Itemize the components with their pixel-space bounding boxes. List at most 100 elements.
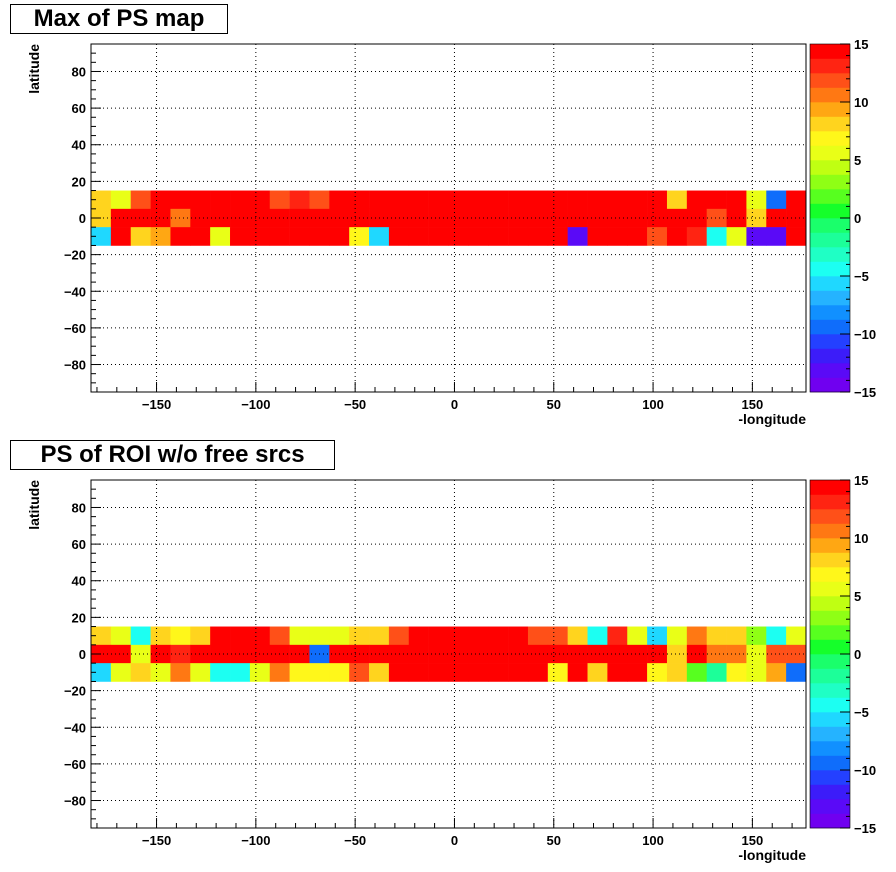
y-axis-title: latitude — [26, 44, 42, 94]
chart-panel-bottom: −150 −100 −50 0 50 100 150 −80 −60 −40 −20 0 20 40 60 8… — [0, 436, 896, 872]
colorbar-segment — [810, 189, 850, 204]
colorbar-segment — [810, 770, 850, 785]
heatmap-cell — [488, 663, 509, 682]
heatmap-cell — [706, 644, 727, 664]
heatmap-cell — [686, 626, 707, 646]
heatmap-cell — [766, 227, 787, 246]
heatmap-cell — [448, 644, 469, 664]
colorbar-segment — [810, 87, 850, 103]
heatmap-cell — [388, 227, 410, 246]
heatmap-cell — [468, 644, 489, 664]
heatmap-cell — [488, 190, 509, 210]
heatmap-cell — [686, 663, 707, 682]
heatmap-cell — [408, 227, 429, 246]
heatmap-cell — [130, 227, 151, 246]
heatmap-cell — [230, 644, 251, 664]
heatmap-cell — [190, 663, 211, 682]
colorbar-segment — [810, 363, 850, 378]
heatmap-cell — [666, 227, 688, 246]
heatmap-cell — [746, 208, 767, 228]
heatmap-cell — [190, 626, 211, 646]
heatmap-cell — [110, 227, 132, 246]
heatmap-cell — [249, 190, 271, 210]
heatmap-cell — [647, 190, 668, 210]
heatmap-cell — [607, 663, 628, 682]
y-tick-label: 0 — [79, 647, 86, 662]
colorbar-segment — [810, 523, 850, 539]
heatmap-cell — [508, 626, 529, 646]
heatmap-cell — [428, 644, 449, 664]
colorbar-segment — [810, 697, 850, 713]
heatmap-cell — [746, 190, 767, 210]
heatmap-cell — [349, 227, 370, 246]
colorbar-tick-label: −5 — [854, 269, 869, 284]
heatmap-cell — [587, 663, 608, 682]
heatmap-cell — [289, 227, 310, 246]
heatmap-cell — [428, 208, 449, 228]
heatmap-cell — [269, 190, 290, 210]
heatmap-cell — [369, 227, 390, 246]
heatmap-cell — [488, 626, 509, 646]
colorbar-tick-label: 15 — [854, 37, 868, 52]
x-tick-label: −150 — [142, 833, 171, 848]
heatmap-cell — [468, 190, 489, 210]
heatmap-cell — [388, 626, 410, 646]
heatmap-cell — [766, 190, 787, 210]
heatmap-cell — [587, 227, 608, 246]
colorbar-segment — [810, 58, 850, 74]
heatmap-cell — [349, 663, 370, 682]
heatmap-cell — [230, 626, 251, 646]
y-tick-label: −40 — [64, 720, 86, 735]
heatmap-cell — [567, 644, 588, 664]
colorbar-segment — [810, 567, 850, 582]
heatmap-cell — [329, 227, 350, 246]
colorbar-tick-label: −10 — [854, 763, 876, 778]
heatmap-cell — [488, 227, 509, 246]
y-tick-label: −60 — [64, 757, 86, 772]
heatmap-cell — [170, 644, 191, 664]
heatmap-cell — [210, 227, 231, 246]
heatmap-cell — [230, 190, 251, 210]
heatmap-cell — [686, 227, 707, 246]
x-tick-label: 150 — [742, 397, 764, 412]
heatmap-cell — [786, 208, 807, 228]
heatmap-cell — [746, 626, 767, 646]
heatmap-cell — [289, 663, 310, 682]
heatmap-cell — [110, 644, 132, 664]
heatmap-cell — [627, 190, 648, 210]
heatmap-cell — [766, 626, 787, 646]
x-tick-label: −150 — [142, 397, 171, 412]
heatmap-cell — [170, 190, 191, 210]
heatmap-cell — [627, 208, 648, 228]
heatmap-cell — [726, 190, 747, 210]
x-tick-label: −50 — [344, 397, 366, 412]
colorbar-segment — [810, 102, 850, 117]
heatmap-cell — [388, 644, 410, 664]
heatmap-cell — [587, 644, 608, 664]
heatmap-cell — [428, 190, 449, 210]
colorbar-segment — [810, 160, 850, 175]
heatmap-cell — [607, 208, 628, 228]
heatmap-cell — [508, 208, 529, 228]
heatmap-cell — [329, 190, 350, 210]
heatmap-cell — [686, 208, 707, 228]
heatmap-cell — [786, 644, 807, 664]
heatmap-cell — [249, 663, 271, 682]
colorbar-segment — [810, 610, 850, 626]
heatmap-cell — [110, 663, 132, 682]
heatmap-cell — [448, 227, 469, 246]
heatmap-cell — [746, 663, 767, 682]
heatmap-cell — [230, 227, 251, 246]
heatmap-cell — [150, 644, 171, 664]
heatmap-cell — [746, 227, 767, 246]
heatmap-cell — [150, 208, 171, 228]
colorbar-segment — [810, 247, 850, 262]
heatmap-cell — [309, 227, 330, 246]
colorbar-segment — [810, 276, 850, 291]
heatmap-cell — [666, 663, 688, 682]
heatmap-cell — [130, 626, 151, 646]
heatmap-cell — [527, 663, 549, 682]
colorbar-segment — [810, 552, 850, 568]
heatmap-cell — [786, 227, 807, 246]
x-tick-label: 100 — [642, 397, 664, 412]
